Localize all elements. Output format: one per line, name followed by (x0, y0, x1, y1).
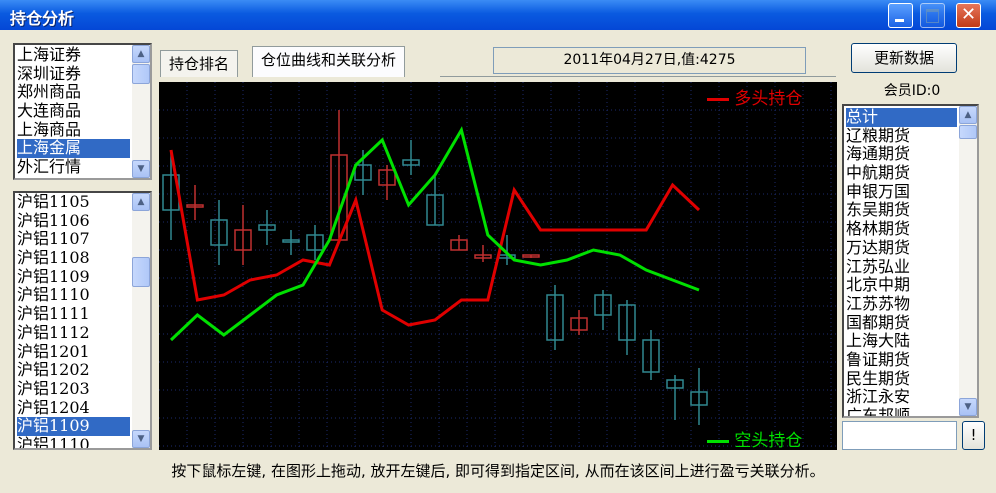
contract-item[interactable]: 沪铝1107 (17, 229, 90, 249)
candle-body (618, 304, 636, 341)
scroll-down-icon[interactable]: ▼ (959, 398, 977, 416)
exchange-item[interactable]: 上海证券 (17, 45, 82, 64)
scroll-up-icon[interactable]: ▲ (132, 45, 150, 63)
scroll-up-icon[interactable]: ▲ (132, 193, 150, 211)
member-item[interactable]: 海通期货 (846, 144, 911, 164)
title-bar: 持仓分析 ✕ (0, 0, 996, 30)
candle-body (282, 239, 300, 243)
refresh-data-button[interactable]: 更新数据 (851, 43, 957, 73)
go-button[interactable]: ! (962, 421, 985, 450)
member-item[interactable]: 民生期货 (846, 368, 911, 388)
long-position-line (169, 149, 701, 327)
short-position-line (169, 126, 700, 342)
candle-body (426, 194, 444, 226)
tab-position-ranking[interactable]: 持仓排名 (160, 50, 239, 77)
candle-body (666, 379, 684, 389)
tab-divider (440, 76, 836, 77)
contract-item[interactable]: 沪铝1202 (17, 360, 90, 380)
member-scrollbar[interactable]: ▲ ▼ (959, 106, 977, 416)
contract-item[interactable]: 沪铝1111 (17, 304, 90, 324)
member-search-input[interactable] (842, 421, 957, 450)
scroll-down-icon[interactable]: ▼ (132, 430, 150, 448)
exchange-item[interactable]: 郑州商品 (17, 82, 82, 102)
exchange-item[interactable]: 外汇行情 (17, 157, 82, 177)
member-item[interactable]: 鲁证期货 (846, 349, 911, 369)
member-item[interactable]: 格林期货 (846, 219, 911, 239)
scroll-down-icon[interactable]: ▼ (132, 160, 150, 178)
member-item[interactable]: 江苏弘业 (846, 256, 911, 276)
date-value-field: 2011年04月27日,值:4275 (493, 47, 806, 74)
maximize-button[interactable] (920, 3, 945, 28)
window-title: 持仓分析 (10, 9, 75, 28)
contract-item[interactable]: 沪铝1110 (17, 434, 90, 450)
scroll-thumb[interactable] (959, 125, 977, 139)
member-item[interactable]: 申银万国 (846, 181, 911, 201)
contract-item[interactable]: 沪铝1203 (17, 378, 90, 398)
contract-item[interactable]: 沪铝1106 (17, 210, 90, 230)
candle-body (474, 254, 492, 259)
tab-position-curve[interactable]: 仓位曲线和关联分析 (252, 46, 406, 77)
candle-body (210, 219, 228, 246)
candle-body (258, 224, 276, 231)
member-id-label: 会员ID:0 (883, 83, 941, 99)
scroll-thumb[interactable] (132, 64, 150, 84)
chart-svg (159, 82, 837, 450)
member-item[interactable]: 浙江永安 (846, 387, 911, 407)
exchange-item[interactable]: 上海金属 (17, 139, 130, 159)
candle-body (402, 159, 420, 166)
member-item[interactable]: 北京中期 (846, 275, 911, 295)
member-item[interactable]: 万达期货 (846, 237, 911, 257)
legend-long-label: 多头持仓 (734, 89, 803, 109)
member-item[interactable]: 中航期货 (846, 163, 911, 183)
contract-item[interactable]: 沪铝1109 (17, 266, 90, 286)
contract-list[interactable]: 沪铝1105 沪铝1106 沪铝1107 沪铝1108 沪铝1109 沪铝1110 沪铝11… (13, 191, 152, 450)
candle-body (234, 229, 252, 251)
scroll-up-icon[interactable]: ▲ (959, 106, 977, 124)
exchange-scrollbar[interactable]: ▲ ▼ (132, 45, 150, 178)
contract-item[interactable]: 沪铝1110 (17, 285, 90, 305)
contract-item[interactable]: 沪铝1204 (17, 397, 90, 417)
contract-item[interactable]: 沪铝1105 (17, 192, 90, 211)
member-item[interactable]: 总计 (846, 108, 957, 127)
candle-body (354, 164, 372, 181)
legend-long: 多头持仓 (707, 84, 802, 109)
candle-body (306, 234, 324, 251)
close-icon: ✕ (960, 4, 977, 25)
member-item[interactable]: 国都期货 (846, 312, 911, 332)
member-list[interactable]: 总计 辽粮期货 海通期货 中航期货 申银万国 东吴期货 格林期货 万达期货 江苏弘业 北京中期 江苏… (842, 104, 979, 418)
candle-body (642, 339, 660, 373)
candle-body (570, 317, 588, 331)
legend-short-label: 空头持仓 (734, 431, 803, 451)
candle-body (690, 391, 708, 406)
candle-body (522, 254, 540, 258)
candle-body (186, 204, 204, 208)
contract-item[interactable]: 沪铝1109 (17, 417, 130, 436)
minimize-button[interactable] (888, 3, 913, 28)
exchange-item[interactable]: 深圳证券 (17, 63, 82, 83)
member-item[interactable]: 东吴期货 (846, 200, 911, 220)
contract-item[interactable]: 沪铝1112 (17, 322, 90, 342)
exchange-list[interactable]: 上海证券 深圳证券 郑州商品 大连商品 上海商品 上海金属 外汇行情 ▲ ▼ (13, 43, 152, 180)
member-item[interactable]: 江苏苏物 (846, 293, 911, 313)
position-chart[interactable]: 多头持仓 空头持仓 (159, 82, 837, 451)
member-item[interactable]: 广东邦顺 (846, 406, 911, 418)
close-button[interactable]: ✕ (956, 3, 981, 28)
scroll-thumb[interactable] (132, 257, 150, 287)
contract-scrollbar[interactable]: ▲ ▼ (132, 193, 150, 448)
candle-body (594, 294, 612, 316)
contract-item[interactable]: 沪铝1108 (17, 248, 90, 268)
candle-body (450, 239, 468, 251)
legend-short: 空头持仓 (707, 426, 802, 451)
member-item[interactable]: 上海大陆 (846, 331, 911, 351)
exchange-item[interactable]: 大连商品 (17, 101, 82, 121)
contract-item[interactable]: 沪铝1201 (17, 341, 90, 361)
exchange-item[interactable]: 上海商品 (17, 119, 82, 139)
member-item[interactable]: 辽粮期货 (846, 125, 911, 145)
candle-body (378, 169, 396, 186)
candle-body (546, 294, 564, 341)
status-hint: 按下鼠标左键, 在图形上拖动, 放开左键后, 即可得到指定区间, 从而在该区间上… (171, 462, 825, 480)
